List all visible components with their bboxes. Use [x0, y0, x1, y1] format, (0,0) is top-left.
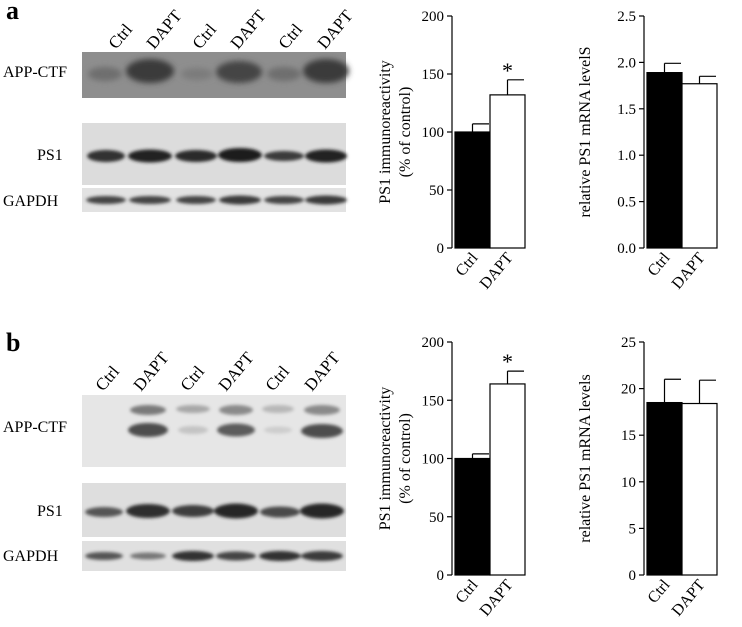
bar — [489, 94, 526, 249]
panel-a-letter: a — [6, 0, 19, 25]
lane-label: Ctrl — [92, 362, 124, 395]
lane-label: Ctrl — [262, 362, 294, 395]
y-tick-label: 15 — [621, 428, 636, 444]
x-tick-label: Ctrl — [453, 576, 482, 606]
x-tick-label: Ctrl — [645, 576, 674, 606]
blot-row-label: PS1 — [37, 503, 63, 520]
x-tick-label: DAPT — [477, 576, 517, 619]
y-tick-label: 1.5 — [617, 102, 636, 118]
x-tick-label: Ctrl — [645, 249, 674, 279]
y-tick-label: 0.0 — [617, 241, 636, 257]
y-tick-label: 0 — [437, 241, 445, 257]
lane-label: Ctrl — [189, 20, 221, 53]
lane-label: DAPT — [143, 6, 186, 53]
app-ctf-bands — [128, 405, 343, 438]
y-tick-label: 1.0 — [617, 148, 636, 164]
lane-label: Ctrl — [275, 20, 307, 53]
lane-label: DAPT — [314, 6, 357, 53]
y-tick-label: 200 — [422, 9, 445, 25]
bar — [681, 83, 718, 249]
lane-label: DAPT — [227, 6, 270, 53]
y-tick-label: 150 — [422, 393, 445, 409]
y-tick-label: 50 — [429, 183, 444, 199]
significance-marker: * — [502, 58, 513, 83]
ps1-immunoreactivity-chart-a: 0 50 100 150 200 PS1 immunoreactivity (% of co… — [377, 9, 526, 293]
bar — [646, 401, 683, 576]
y-tick-label: 2.0 — [617, 55, 636, 71]
y-tick-label: 200 — [422, 335, 445, 351]
ps1-bands — [87, 148, 347, 163]
y-tick-label: 25 — [621, 335, 636, 351]
blot-row-label: GAPDH — [3, 548, 59, 565]
app-ctf-bands — [88, 59, 349, 83]
y-tick-label: 2.5 — [617, 9, 636, 25]
ps1-immunoreactivity-chart-b: 0 50 100 150 200 PS1 immunoreactivity (% of co… — [377, 335, 526, 620]
y-tick-label: 0 — [437, 568, 445, 584]
y-tick-label: 100 — [422, 452, 445, 468]
blot-row-label: APP-CTF — [3, 64, 67, 81]
y-tick-label: 50 — [429, 510, 444, 526]
y-axis-label: (% of control) — [397, 87, 414, 178]
bar — [681, 402, 718, 576]
x-tick-label: Ctrl — [453, 249, 482, 279]
y-tick-label: 0.5 — [617, 195, 636, 211]
y-axis-label: relative PS1 mRNA levelS — [577, 46, 594, 217]
app-ctf-strip — [82, 52, 346, 98]
y-tick-label: 150 — [422, 67, 445, 83]
lane-label: Ctrl — [105, 20, 137, 53]
lane-label: Ctrl — [177, 362, 209, 395]
significance-marker: * — [502, 349, 513, 374]
y-tick-label: 100 — [422, 125, 445, 141]
lane-label: DAPT — [215, 348, 258, 395]
panel-a-blots: Ctrl DAPT Ctrl DAPT Ctrl DAPT APP-CTF PS… — [3, 6, 357, 212]
panel-b-blots: Ctrl DAPT Ctrl DAPT Ctrl DAPT APP-CTF PS… — [3, 348, 346, 571]
y-axis-label: (% of control) — [397, 413, 414, 504]
bar — [454, 131, 491, 249]
panel-b-letter: b — [6, 328, 21, 357]
ps1-mrna-chart-a: 0.0 0.5 1.0 1.5 2.0 2.5 relative PS1 mRNA leve… — [577, 9, 718, 293]
lane-label: DAPT — [301, 348, 344, 395]
x-tick-label: DAPT — [669, 576, 709, 619]
bar — [454, 457, 491, 576]
lane-label: DAPT — [130, 348, 173, 395]
y-axis-label: PS1 immunoreactivity — [377, 60, 394, 204]
y-axis-label: PS1 immunoreactivity — [377, 387, 394, 531]
ps1-bands — [85, 503, 344, 519]
y-tick-label: 10 — [621, 475, 636, 491]
blot-row-label: APP-CTF — [3, 419, 67, 436]
bar — [489, 383, 526, 576]
x-tick-label: DAPT — [669, 249, 709, 292]
gapdh-bands — [86, 195, 347, 205]
y-tick-label: 5 — [629, 521, 637, 537]
ps1-mrna-chart-b: 0 5 10 15 20 25 relative PS1 mRNA levels CtrlDA… — [577, 335, 718, 620]
blot-row-label: GAPDH — [3, 193, 59, 210]
x-tick-label: DAPT — [477, 249, 517, 292]
y-axis-label: relative PS1 mRNA levels — [577, 374, 594, 542]
blot-row-label: PS1 — [37, 147, 63, 164]
gapdh-bands — [85, 551, 343, 561]
bar — [646, 72, 683, 249]
y-tick-label: 20 — [621, 382, 636, 398]
y-tick-label: 0 — [629, 568, 637, 584]
